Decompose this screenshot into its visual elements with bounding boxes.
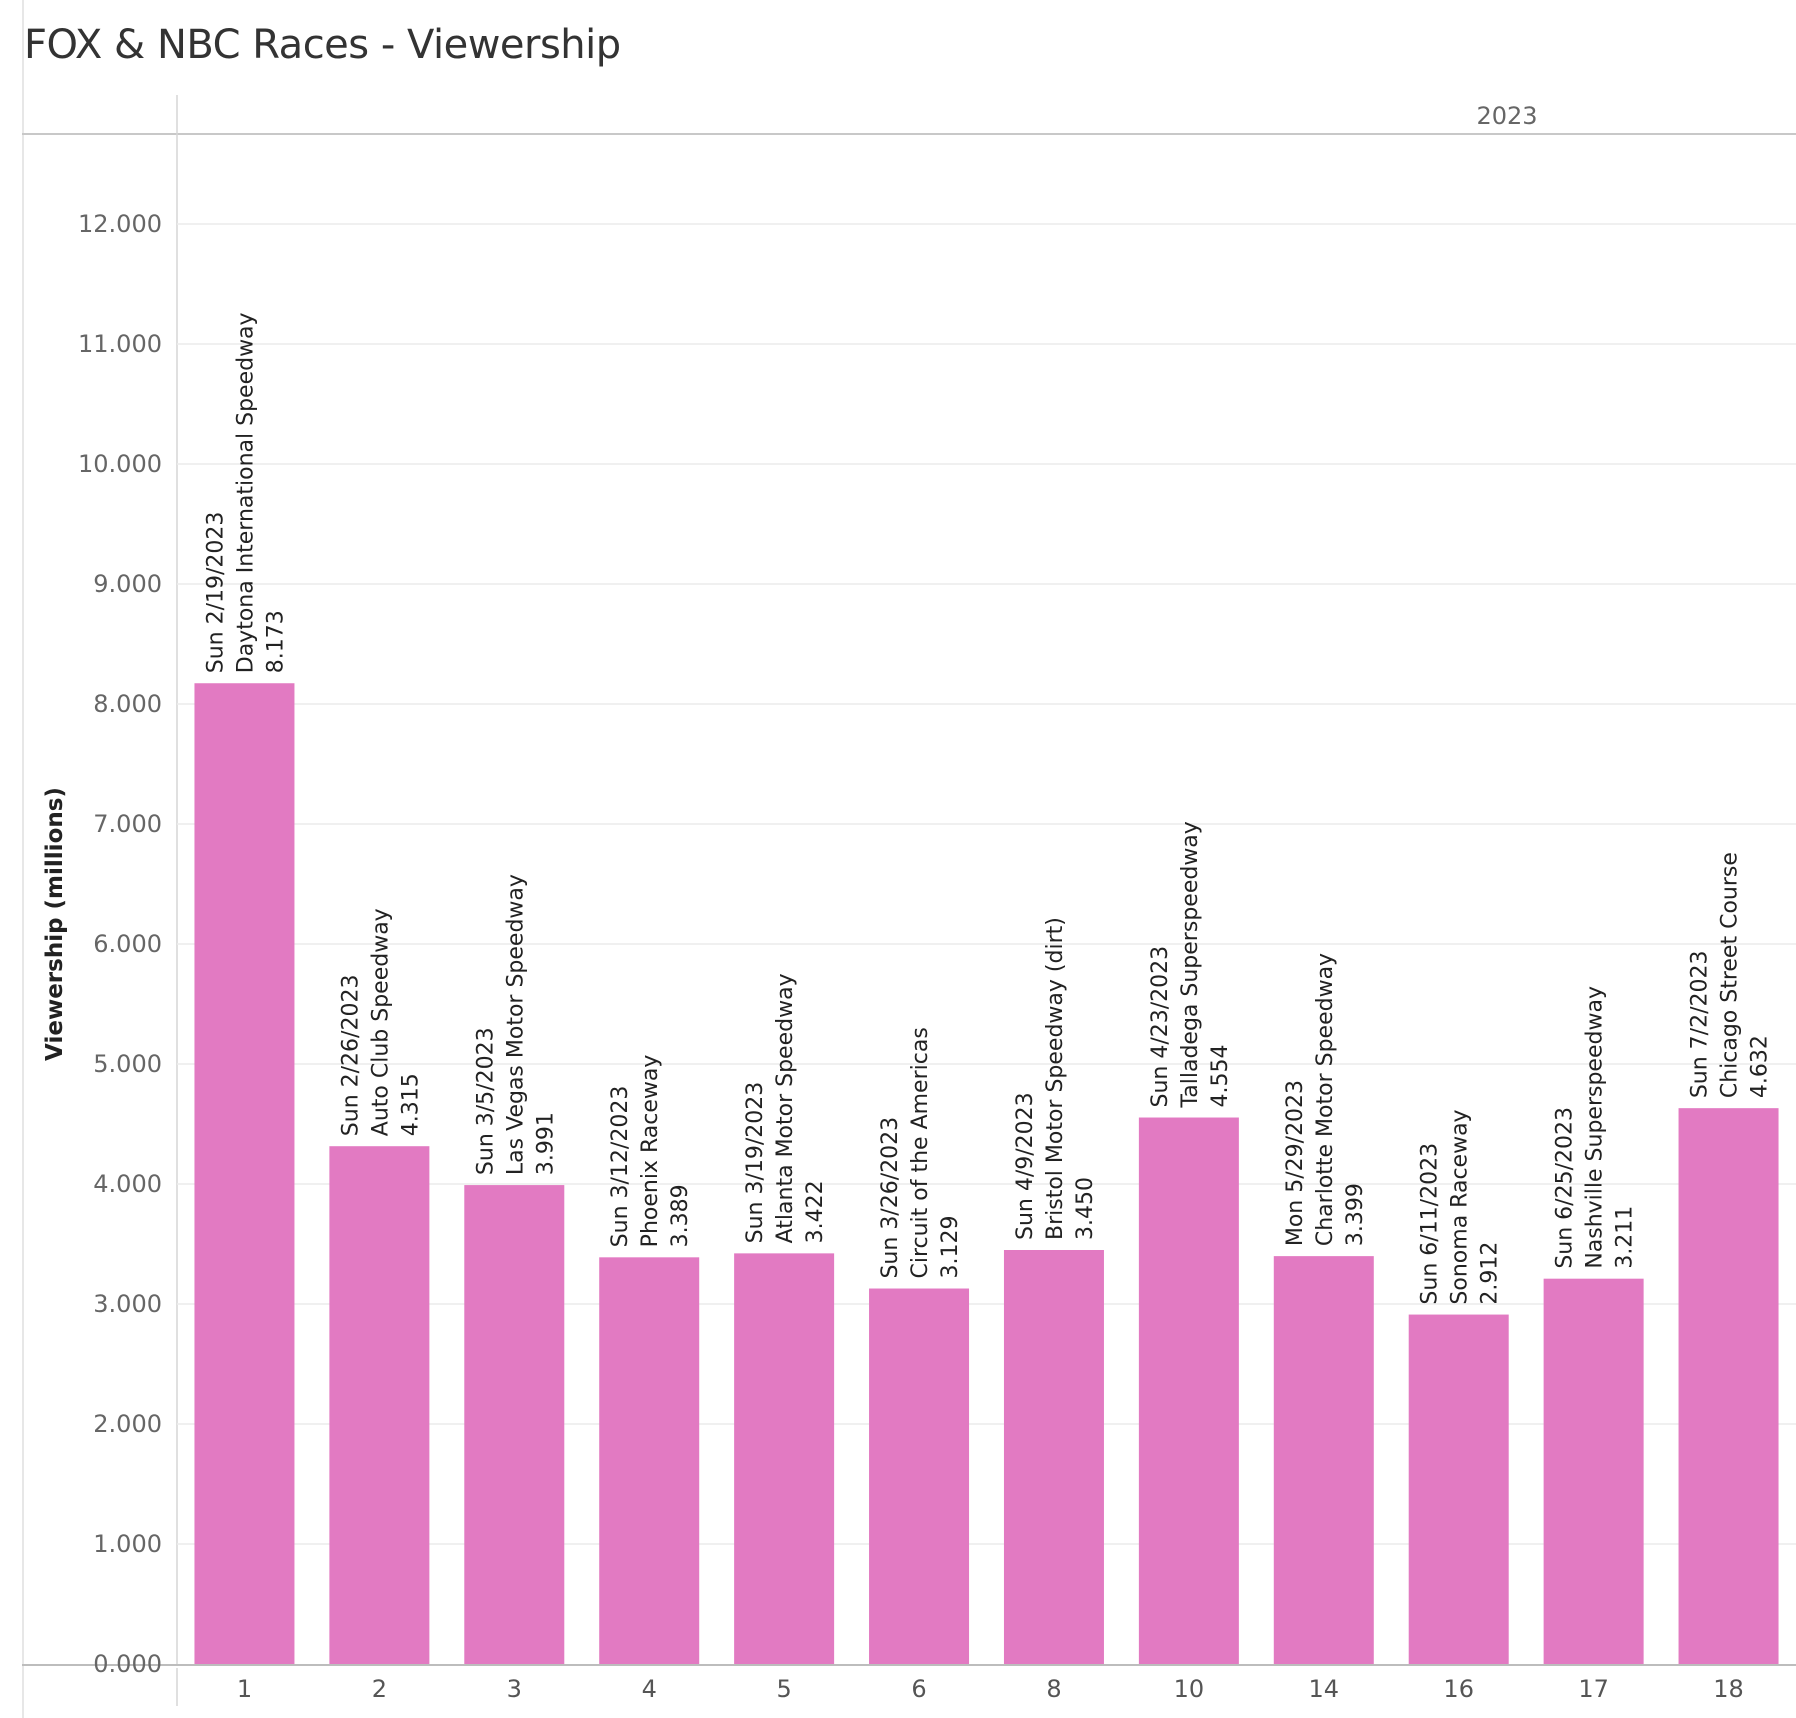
bar bbox=[1138, 1117, 1239, 1664]
bar-label-line: Daytona International Speedway bbox=[233, 312, 258, 673]
bar-label-line: Sun 6/25/2023 bbox=[1553, 1107, 1578, 1269]
bar bbox=[194, 683, 295, 1664]
y-tick-label: 12.000 bbox=[78, 210, 162, 238]
bar-label: Sun 6/11/2023 Sonoma Raceway 2.912 bbox=[1418, 1109, 1503, 1304]
bar-label-line: 3.450 bbox=[1073, 1177, 1098, 1240]
bar-label-line: Atlanta Motor Speedway bbox=[773, 973, 798, 1243]
bar-label-line: Chicago Street Course bbox=[1718, 852, 1743, 1098]
bar-label-line: Bristol Motor Speedway (dirt) bbox=[1043, 917, 1068, 1240]
x-tick-label: 6 bbox=[911, 1675, 926, 1703]
bar-label-line: Sun 3/19/2023 bbox=[743, 1082, 768, 1244]
bar-label-line: Auto Club Speedway bbox=[368, 908, 393, 1136]
bar-label-line: Sun 3/5/2023 bbox=[473, 1027, 498, 1175]
bar-label-line: 4.554 bbox=[1208, 1045, 1233, 1108]
y-tick-label: 10.000 bbox=[78, 450, 162, 478]
x-axis: 1 2 3 4 5 6 8 10 14 16 17 18 bbox=[237, 1675, 1744, 1703]
bar-label-line: Sun 7/2/2023 bbox=[1688, 951, 1713, 1099]
y-axis-title: Viewership (millions) bbox=[42, 787, 68, 1061]
bar-label-line: Charlotte Motor Speedway bbox=[1313, 953, 1338, 1246]
gridlines bbox=[177, 223, 1796, 1545]
bar-label-line: Sun 4/23/2023 bbox=[1148, 946, 1173, 1108]
bar bbox=[734, 1253, 835, 1664]
bar-label: Sun 4/23/2023 Talladega Superspeedway 4.55… bbox=[1148, 821, 1233, 1108]
bar-label-line: Sonoma Raceway bbox=[1448, 1109, 1473, 1304]
y-tick-label: 0.000 bbox=[93, 1650, 162, 1678]
x-tick-label: 5 bbox=[776, 1675, 791, 1703]
bar-label-line: 3.991 bbox=[533, 1112, 558, 1175]
x-tick-label: 16 bbox=[1443, 1675, 1474, 1703]
y-tick-label: 9.000 bbox=[93, 570, 162, 598]
bar-label: Sun 3/5/2023 Las Vegas Motor Speedway 3.99… bbox=[473, 874, 558, 1175]
bar-label-line: 4.632 bbox=[1748, 1035, 1773, 1098]
bar-label: Sun 6/25/2023 Nashville Superspeedway 3.21… bbox=[1553, 986, 1638, 1269]
bar bbox=[1003, 1250, 1104, 1664]
bar-label-line: 3.129 bbox=[938, 1216, 963, 1279]
bar-label-line: Las Vegas Motor Speedway bbox=[503, 874, 528, 1175]
x-tick-label: 3 bbox=[507, 1675, 522, 1703]
x-tick-label: 8 bbox=[1046, 1675, 1061, 1703]
x-tick-label: 10 bbox=[1174, 1675, 1205, 1703]
y-tick-label: 1.000 bbox=[93, 1530, 162, 1558]
bar-label: Mon 5/29/2023 Charlotte Motor Speedway 3.3… bbox=[1283, 953, 1368, 1246]
bar-label-line: Sun 4/9/2023 bbox=[1013, 1092, 1038, 1240]
bar bbox=[599, 1257, 700, 1664]
bar-label: Sun 2/19/2023 Daytona International Speed… bbox=[203, 312, 288, 673]
bar-label-line: 3.399 bbox=[1343, 1183, 1368, 1246]
bar-label-line: 3.211 bbox=[1613, 1206, 1638, 1269]
y-tick-label: 6.000 bbox=[93, 930, 162, 958]
bar-label-line: Talladega Superspeedway bbox=[1178, 821, 1203, 1108]
bar-label-line: Circuit of the Americas bbox=[908, 1027, 933, 1278]
bar-label: Sun 3/12/2023 Phoenix Raceway 3.389 bbox=[608, 1055, 693, 1248]
x-tick-label: 17 bbox=[1578, 1675, 1609, 1703]
bar-label-line: Mon 5/29/2023 bbox=[1283, 1080, 1308, 1246]
bar-label-line: Sun 6/11/2023 bbox=[1418, 1143, 1443, 1305]
bar-labels: Sun 2/19/2023 Daytona International Speed… bbox=[203, 312, 1772, 1304]
bar-label-line: Phoenix Raceway bbox=[638, 1055, 663, 1248]
y-axis: 0.000 1.000 2.000 3.000 4.000 5.000 6.000 7.000… bbox=[78, 210, 162, 1678]
bar bbox=[329, 1146, 430, 1664]
x-tick-label: 14 bbox=[1309, 1675, 1340, 1703]
bar bbox=[869, 1288, 970, 1664]
bar-label-line: 3.389 bbox=[668, 1184, 693, 1247]
bar-label: Sun 4/9/2023 Bristol Motor Speedway (dirt… bbox=[1013, 917, 1098, 1240]
bar-label-line: Sun 3/26/2023 bbox=[878, 1117, 903, 1279]
bar-label-line: Sun 3/12/2023 bbox=[608, 1086, 633, 1248]
chart-frame bbox=[22, 0, 1796, 1718]
x-tick-label: 2 bbox=[372, 1675, 387, 1703]
bar-label-line: 8.173 bbox=[263, 610, 288, 673]
bar-label-line: Nashville Superspeedway bbox=[1583, 986, 1608, 1269]
x-tick-label: 1 bbox=[237, 1675, 252, 1703]
bar-label-line: 3.422 bbox=[803, 1180, 828, 1243]
column-header-year: 2023 bbox=[1476, 102, 1537, 130]
bar-label: Sun 3/26/2023 Circuit of the Americas 3.12… bbox=[878, 1027, 963, 1278]
bar-label: Sun 2/26/2023 Auto Club Speedway 4.315 bbox=[338, 908, 423, 1136]
bar-label-line: 2.912 bbox=[1478, 1242, 1503, 1305]
bar-label-line: Sun 2/19/2023 bbox=[203, 512, 228, 674]
bar bbox=[1543, 1278, 1644, 1664]
bar-label: Sun 3/19/2023 Atlanta Motor Speedway 3.422 bbox=[743, 973, 828, 1243]
bar-label: Sun 7/2/2023 Chicago Street Course 4.632 bbox=[1688, 852, 1773, 1098]
y-tick-label: 11.000 bbox=[78, 330, 162, 358]
bar-label-line: 4.315 bbox=[398, 1073, 423, 1136]
bar bbox=[464, 1185, 565, 1664]
bar bbox=[1678, 1108, 1779, 1664]
x-tick-label: 4 bbox=[642, 1675, 657, 1703]
chart-title: FOX & NBC Races - Viewership bbox=[24, 22, 621, 68]
bar bbox=[1408, 1314, 1509, 1664]
y-tick-label: 4.000 bbox=[93, 1170, 162, 1198]
bar bbox=[1273, 1256, 1374, 1664]
bar-label-line: Sun 2/26/2023 bbox=[338, 975, 363, 1137]
y-tick-label: 2.000 bbox=[93, 1410, 162, 1438]
x-tick-label: 18 bbox=[1713, 1675, 1744, 1703]
y-tick-label: 7.000 bbox=[93, 810, 162, 838]
bars bbox=[194, 683, 1779, 1664]
y-tick-label: 5.000 bbox=[93, 1050, 162, 1078]
y-tick-label: 8.000 bbox=[93, 690, 162, 718]
y-tick-label: 3.000 bbox=[93, 1290, 162, 1318]
